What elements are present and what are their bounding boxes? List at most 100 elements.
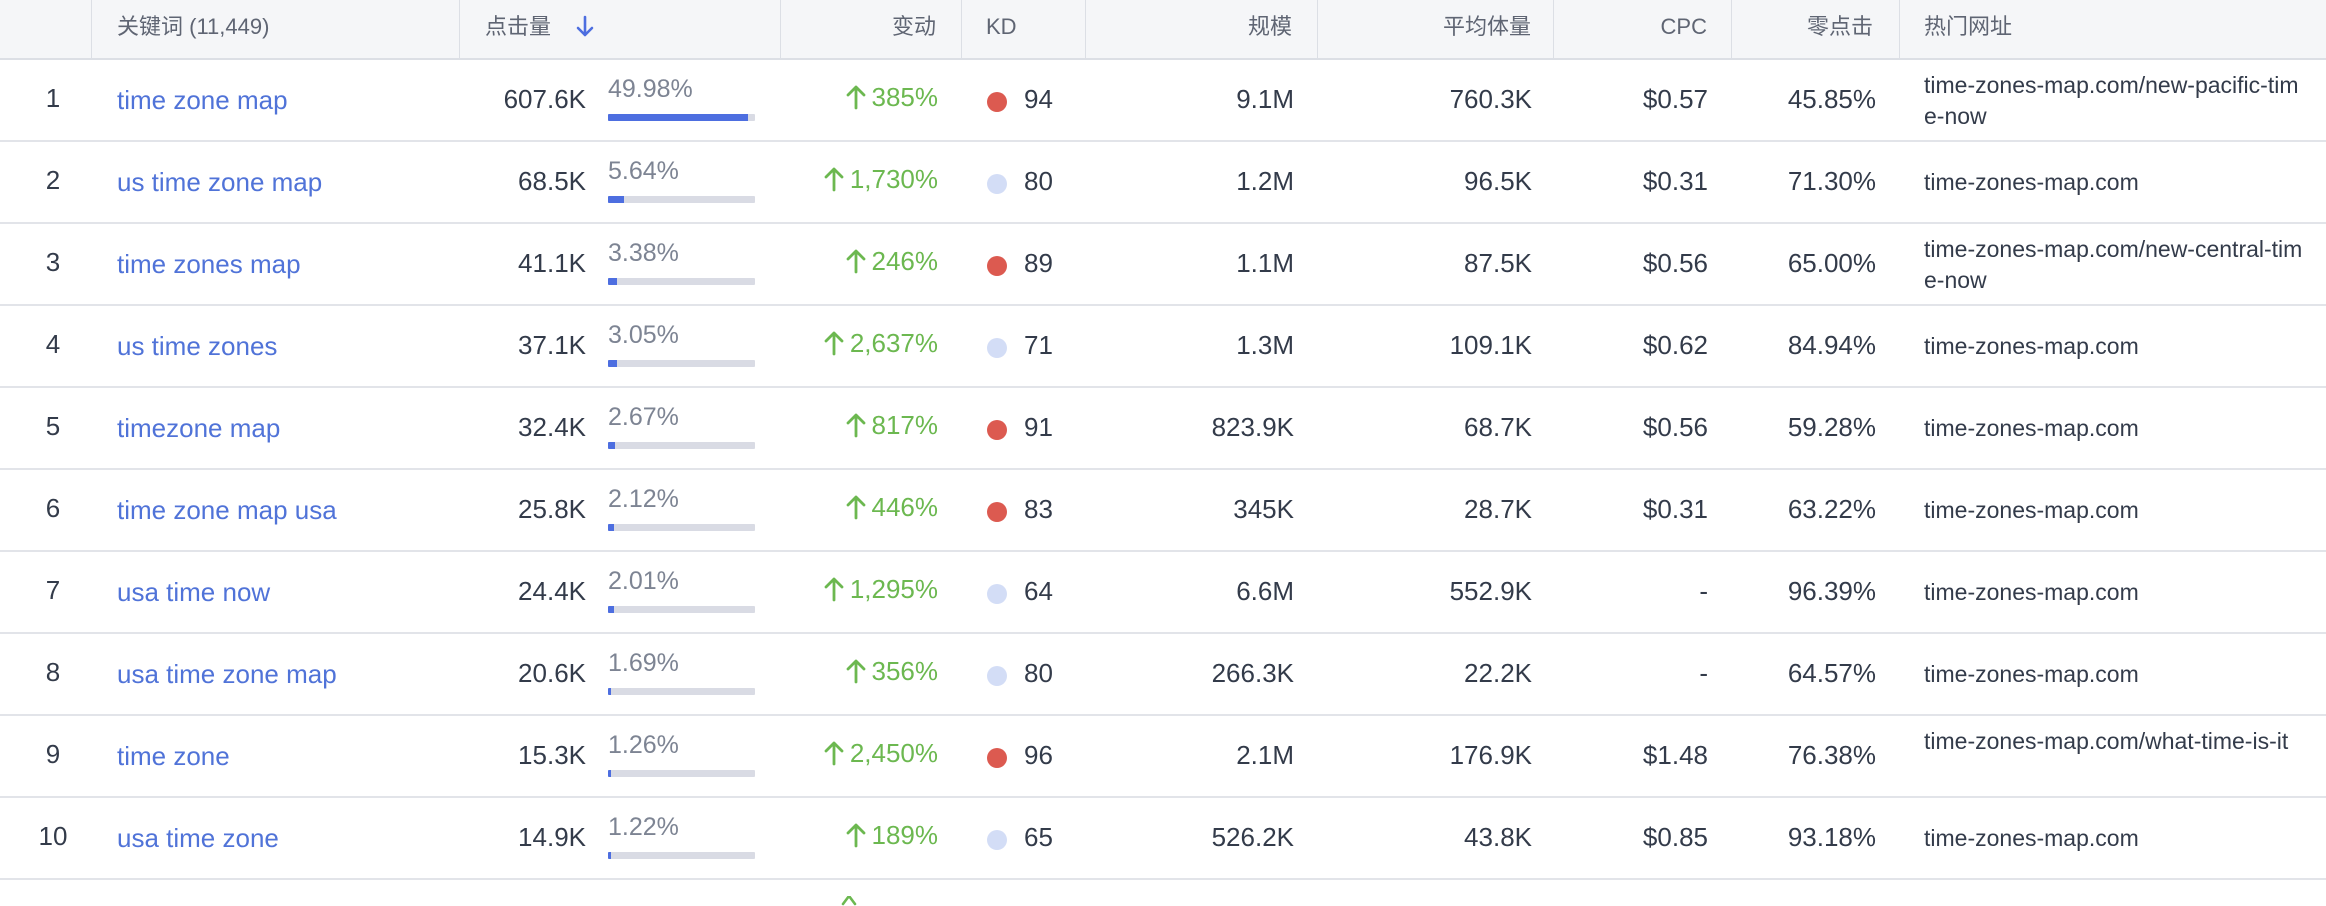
- arrow-down-icon[interactable]: [572, 14, 598, 40]
- cpc-value: $1.48: [1642, 740, 1708, 770]
- cpc-value: $0.62: [1642, 330, 1708, 360]
- avg-volume-value: 109.1K: [1449, 330, 1532, 360]
- keyword-link[interactable]: time zone: [117, 741, 230, 771]
- header-top-url[interactable]: 热门网址: [1924, 14, 2013, 39]
- share-bar-fill: [608, 196, 624, 203]
- avg-volume-value: 28.7K: [1464, 494, 1532, 524]
- clicks-value: 15.3K: [518, 740, 586, 770]
- table-row[interactable]: 4 us time zones 37.1K 3.05% 2,637% 71 1.3M 109.…: [0, 306, 2326, 388]
- volume-value: 9.1M: [1236, 84, 1294, 114]
- clicks-value: 14.9K: [518, 822, 586, 852]
- change-text: 1,730%: [849, 164, 938, 194]
- top-url[interactable]: time-zones-map.com/new-central-time-now: [1924, 236, 2303, 293]
- zero-click-value: 71.30%: [1787, 166, 1876, 196]
- share-bar-fill: [608, 360, 617, 367]
- keyword-link[interactable]: timezone map: [117, 413, 281, 443]
- table-row[interactable]: 5 timezone map 32.4K 2.67% 817% 91 823.9K 68.7K…: [0, 388, 2326, 470]
- change-text: 1,295%: [849, 574, 938, 604]
- header-keyword[interactable]: 关键词 (11,449): [92, 0, 460, 58]
- share-bar: [608, 770, 755, 777]
- clicks-share: 2.12%: [608, 485, 679, 513]
- share-bar-fill: [608, 770, 611, 777]
- kd-indicator: [987, 666, 1007, 686]
- kd-indicator: [987, 748, 1007, 768]
- table-row[interactable]: 9 time zone 15.3K 1.26% 2,450% 96 2.1M 176.9K $1…: [0, 716, 2326, 798]
- table-row[interactable]: 6 time zone map usa 25.8K 2.12% 446% 83 345K 28…: [0, 470, 2326, 552]
- top-url[interactable]: time-zones-map.com/what-time-is-it: [1924, 728, 2289, 754]
- zero-click-value: 65.00%: [1787, 248, 1876, 278]
- header-volume[interactable]: 规模: [1086, 0, 1318, 58]
- volume-value: 1.3M: [1236, 330, 1294, 360]
- avg-volume-value: 96.5K: [1464, 166, 1532, 196]
- keyword-link[interactable]: usa time zone map: [117, 659, 337, 689]
- zero-click-value: 96.39%: [1787, 576, 1876, 606]
- zero-click-value: 45.85%: [1787, 84, 1876, 114]
- share-bar: [608, 524, 755, 531]
- table-row[interactable]: 3 time zones map 41.1K 3.38% 246% 89 1.1M 87.5K…: [0, 224, 2326, 306]
- clicks-share: 1.26%: [608, 731, 679, 759]
- share-bar: [608, 688, 755, 695]
- rank-number: 4: [45, 329, 61, 359]
- clicks-share: 3.05%: [608, 321, 679, 349]
- top-url[interactable]: time-zones-map.com: [1924, 825, 2139, 851]
- header-kd[interactable]: KD: [962, 0, 1086, 58]
- share-bar-fill: [608, 852, 611, 859]
- header-zero-click[interactable]: 零点击: [1732, 0, 1900, 58]
- table-row[interactable]: 2 us time zone map 68.5K 5.64% 1,730% 80 1.2M 9…: [0, 142, 2326, 224]
- kd-value: 80: [1024, 658, 1053, 688]
- header-change[interactable]: 变动: [781, 0, 962, 58]
- header-clicks[interactable]: 点击量: [460, 0, 781, 58]
- arrow-up-icon: [846, 85, 865, 110]
- header-avg-volume[interactable]: 平均体量: [1318, 0, 1554, 58]
- change-text: 2,450%: [849, 738, 938, 768]
- change-text: 2,637%: [849, 328, 938, 358]
- kd-indicator: [987, 338, 1007, 358]
- table-row[interactable]: 7 usa time now 24.4K 2.01% 1,295% 64 6.6M 552.9…: [0, 552, 2326, 634]
- table-row[interactable]: 1 time zone map 607.6K 49.98% 385% 94 9.1M 760.…: [0, 60, 2326, 142]
- keyword-link[interactable]: time zone map usa: [117, 495, 337, 525]
- top-url[interactable]: time-zones-map.com: [1924, 415, 2139, 441]
- arrow-up-icon: [846, 823, 865, 848]
- arrow-up-icon: [846, 249, 865, 274]
- top-url[interactable]: time-zones-map.com: [1924, 333, 2139, 359]
- cpc-value: -: [1699, 658, 1708, 688]
- change-text: 356%: [871, 656, 939, 686]
- arrow-up-icon: [824, 167, 844, 192]
- table-header: 关键词 (11,449) 点击量 变动 KD 规模 平均体量 CPC 零点击 热…: [0, 0, 2326, 60]
- cpc-value: $0.31: [1642, 494, 1708, 524]
- clicks-share: 5.64%: [608, 157, 679, 185]
- keyword-link[interactable]: usa time now: [117, 577, 271, 607]
- top-url[interactable]: time-zones-map.com: [1924, 579, 2139, 605]
- avg-volume-value: 43.8K: [1464, 822, 1532, 852]
- kd-value: 80: [1024, 166, 1053, 196]
- top-url[interactable]: time-zones-map.com/new-pacific-time-now: [1924, 72, 2299, 129]
- keyword-link[interactable]: us time zones: [117, 331, 278, 361]
- change-value: 446%: [800, 470, 938, 550]
- keyword-link[interactable]: us time zone map: [117, 167, 323, 197]
- clicks-share: 1.69%: [608, 649, 679, 677]
- volume-value: 1.1M: [1236, 248, 1294, 278]
- zero-click-value: 64.57%: [1787, 658, 1876, 688]
- avg-volume-value: 87.5K: [1464, 248, 1532, 278]
- keyword-link[interactable]: time zone map: [117, 85, 288, 115]
- top-url[interactable]: time-zones-map.com: [1924, 497, 2139, 523]
- keyword-link[interactable]: time zones map: [117, 249, 301, 279]
- clicks-value: 24.4K: [518, 576, 586, 606]
- kd-indicator: [987, 92, 1007, 112]
- share-bar: [608, 360, 755, 367]
- top-url[interactable]: time-zones-map.com: [1924, 169, 2139, 195]
- table-row[interactable]: 10 usa time zone 14.9K 1.22% 189% 65 526.2K 43.…: [0, 798, 2326, 880]
- keyword-link[interactable]: usa time zone: [117, 823, 279, 853]
- cpc-value: $0.57: [1642, 84, 1708, 114]
- change-value: 2,637%: [800, 306, 938, 386]
- kd-value: 65: [1024, 822, 1053, 852]
- clicks-share: 49.98%: [608, 75, 693, 103]
- table-row[interactable]: 8 usa time zone map 20.6K 1.69% 356% 80 266.3K…: [0, 634, 2326, 716]
- rank-number: 8: [45, 657, 61, 687]
- cpc-value: $0.85: [1642, 822, 1708, 852]
- header-cpc[interactable]: CPC: [1554, 0, 1732, 58]
- change-value: 385%: [800, 60, 938, 140]
- top-url[interactable]: time-zones-map.com: [1924, 661, 2139, 687]
- kd-value: 64: [1024, 576, 1053, 606]
